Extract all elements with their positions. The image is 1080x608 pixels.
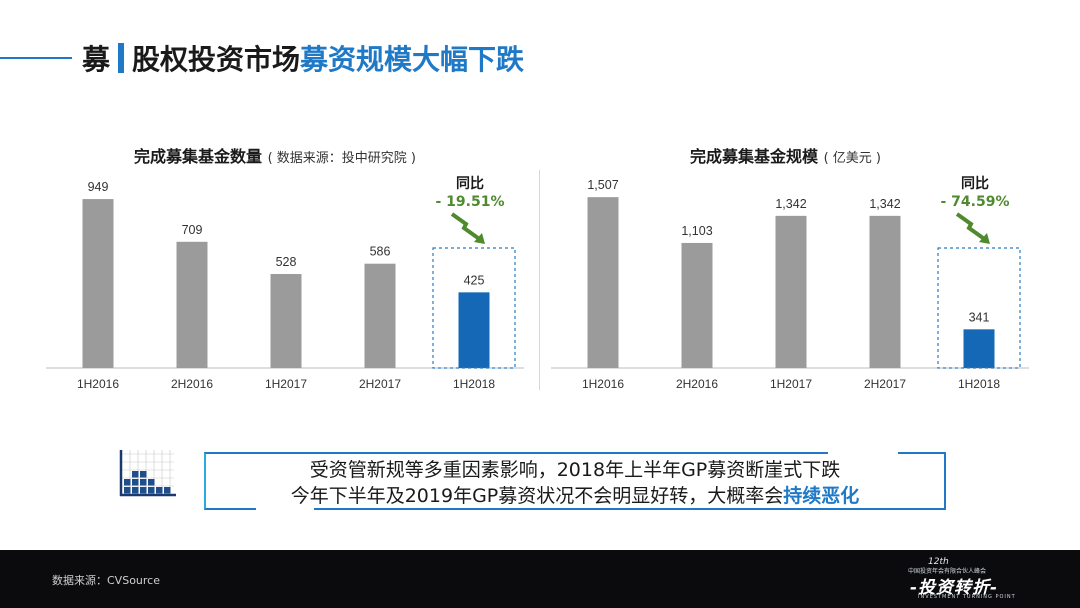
summary-line-2: 今年下半年及2019年GP募资状况不会明显好转，大概率会持续恶化 [205,481,945,508]
x-tick-1H2017: 1H2017 [770,377,812,391]
chart-1-title-main: 完成募集基金数量 [134,147,263,166]
title-accent-line [0,57,72,59]
chart-2-title-main: 完成募集基金规模 [690,147,819,166]
bar-1H2016 [82,199,114,368]
bar-2H2016 [176,241,208,368]
yoy-value: - 74.59% [941,194,1010,210]
bar-1H2016 [587,197,619,368]
chart-fund-size: 1,507 1H2016 1,103 2H2016 1,342 1H2017 1,342 2H… [551,175,1029,391]
down-trend-arrow-icon [955,212,990,244]
footer-bar [0,550,1080,608]
bar-1H2017 [270,274,302,368]
x-tick-2H2016: 2H2016 [676,377,718,391]
summary-box-gap-top [828,448,898,456]
bar-2H2016 [681,242,713,368]
data-label-1H2016: 1,507 [587,178,618,192]
data-label-1H2018: 425 [464,273,485,287]
chart-divider [539,170,540,390]
chart-1-title: 完成募集基金数量 ( 数据来源：投中研究院 ) [134,143,416,167]
bar-1H2018 [458,292,490,368]
summary-box-gap-bottom [256,506,314,514]
title-prefix: 募 [82,43,111,76]
highlight-frame [432,247,516,369]
x-tick-1H2016: 1H2016 [582,377,624,391]
x-tick-2H2016: 2H2016 [171,377,213,391]
data-label-1H2018: 341 [969,310,990,324]
chart-1-title-source: ( 数据来源：投中研究院 ) [267,151,417,166]
title-separator-bar [118,43,125,73]
highlight-frame [937,247,1021,369]
data-label-2H2017: 1,342 [869,197,900,211]
event-logo: 12th 中国投资年会有限合伙人峰会 -投资转折- INVESTMENT TUR… [900,556,1030,604]
chart-2-title: 完成募集基金规模 ( 亿美元 ) [690,143,881,167]
bar-grid-icon [119,450,176,497]
summary-line-1: 受资管新规等多重因素影响，2018年上半年GP募资断崖式下跌 [309,459,841,481]
x-tick-1H2016: 1H2016 [77,377,119,391]
data-label-1H2017: 528 [276,255,297,269]
data-label-2H2016: 1,103 [681,224,712,238]
yoy-label: 同比 [456,175,484,192]
logo-edition: 12th [928,557,949,567]
bar-1H2018 [963,329,995,368]
x-tick-1H2017: 1H2017 [265,377,307,391]
summary-line-2-highlight: 持续恶化 [783,485,860,507]
summary-line-2-text: 今年下半年及2019年GP募资状况不会明显好转，大概率会 [290,485,784,507]
yoy-value: - 19.51% [436,194,505,210]
data-label-1H2017: 1,342 [775,197,806,211]
bar-1H2017 [775,215,807,368]
x-tick-2H2017: 2H2017 [359,377,401,391]
data-label-1H2016: 949 [88,180,109,194]
chart-fund-count: 949 1H2016 709 2H2016 528 1H2017 586 2H2017 425 1… [46,175,524,391]
page-title: 募 股权投资市场 募资规模大幅下跌 [82,38,524,78]
logo-subtitle: 中国投资年会有限合伙人峰会 [908,568,987,575]
title-accent-text: 募资规模大幅下跌 [300,43,525,76]
logo-title: -投资转折- [910,578,999,598]
bar-2H2017 [364,263,396,368]
x-tick-1H2018: 1H2018 [958,377,1000,391]
x-tick-1H2018: 1H2018 [453,377,495,391]
data-label-2H2017: 586 [370,245,391,259]
chart-2-title-unit: ( 亿美元 ) [823,151,882,166]
title-main: 股权投资市场 [132,43,301,76]
bar-2H2017 [869,215,901,368]
summary-box [204,452,946,510]
down-trend-arrow-icon [450,212,485,244]
footer-source: 数据来源：CVSource [52,574,160,587]
data-label-2H2016: 709 [182,223,203,237]
yoy-label: 同比 [961,175,989,192]
logo-english: INVESTMENT TURNING POINT [918,594,1016,600]
x-tick-2H2017: 2H2017 [864,377,906,391]
